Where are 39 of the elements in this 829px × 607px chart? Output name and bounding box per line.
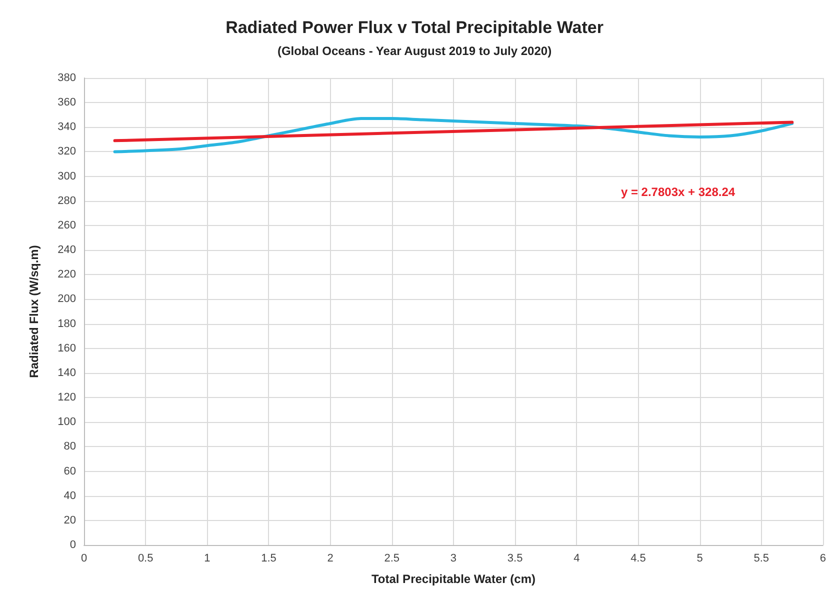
x-tick-label: 5 — [696, 552, 703, 564]
y-tick-label: 120 — [58, 392, 76, 404]
y-tick-label: 360 — [58, 96, 76, 109]
x-tick-label: 1 — [204, 552, 210, 564]
chart-title: Radiated Power Flux v Total Precipitable Water — [226, 18, 604, 37]
x-axis-title: Total Precipitable Water (cm) — [371, 572, 536, 586]
x-tick-label: 5.5 — [754, 552, 770, 564]
y-tick-label: 220 — [58, 268, 76, 281]
y-tick-label: 200 — [58, 293, 76, 306]
y-tick-label: 240 — [58, 244, 76, 256]
y-tick-label: 100 — [58, 416, 76, 428]
y-tick-label: 320 — [58, 146, 76, 158]
x-tick-label: 4.5 — [630, 552, 646, 564]
x-tick-label: 1.5 — [261, 552, 276, 564]
x-tick-label: 3 — [450, 552, 457, 564]
y-tick-label: 40 — [64, 490, 76, 502]
x-tick-label: 3.5 — [507, 552, 523, 564]
y-tick-label: 260 — [58, 219, 76, 232]
y-tick-label: 380 — [58, 72, 76, 84]
line-series — [113, 117, 794, 154]
x-tick-label: 0 — [80, 552, 88, 564]
x-tick-label: 4 — [574, 552, 580, 564]
y-tick-label: 140 — [58, 366, 76, 379]
x-tick-label: 2 — [327, 552, 334, 564]
x-tick-label: 2.5 — [384, 552, 400, 564]
chart-subtitle: (Global Oceans - Year August 2019 to July 2020) — [277, 44, 552, 58]
y-tick-label: 280 — [58, 194, 76, 207]
y-tick-label: 340 — [58, 121, 76, 134]
y-tick-label: 160 — [58, 342, 76, 354]
x-tick-label: 0.5 — [138, 552, 154, 564]
y-axis-title: Radiated Flux (W/sq.m) — [27, 245, 41, 378]
x-tick-label: 6 — [820, 552, 826, 564]
y-tick-label: 300 — [58, 170, 76, 182]
y-tick-label: 0 — [70, 539, 76, 551]
y-tick-label: 80 — [64, 440, 76, 453]
y-tick-label: 20 — [64, 514, 76, 526]
y-tick-label: 180 — [58, 318, 76, 330]
y-tick-label: 60 — [64, 465, 76, 478]
annotation: y = 2.7803x + 328.24 — [620, 185, 736, 199]
